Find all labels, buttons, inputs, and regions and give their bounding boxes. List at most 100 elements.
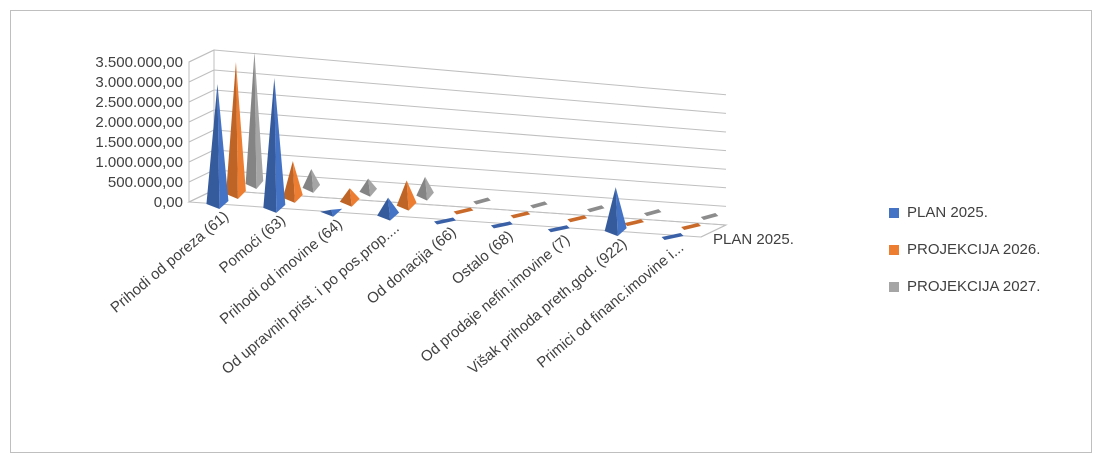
legend-label-projekcija-2026: PROJEKCIJA 2026. (907, 241, 1041, 258)
back-gridline (213, 49, 727, 96)
y-tick-label: 500.000,00 (108, 174, 183, 191)
pyramid-2-6 (586, 205, 605, 213)
depth-axis: PLAN 2025. (700, 224, 794, 248)
pyramid-1-0 (226, 62, 246, 199)
pyramid-face-left (320, 209, 334, 217)
pyramids (206, 52, 719, 241)
y-tick-label: 3.500.000,00 (95, 54, 183, 71)
legend-swatch-projekcija-2027 (889, 281, 899, 292)
side-gridline (188, 149, 215, 163)
pyramid-face-left (226, 62, 238, 199)
zero-marker (567, 215, 588, 223)
pyramid-0-4 (434, 217, 456, 225)
pyramid-face-left (377, 197, 391, 221)
chart-svg: 0,00 500.000,00 1.000.000,00 1.500.000,00 2.… (95, 49, 794, 378)
pyramid-face-right (331, 208, 343, 217)
legend-item-plan-2025: PLAN 2025. (889, 194, 1040, 231)
side-gridline (188, 69, 215, 83)
zero-marker (530, 201, 548, 209)
pyramid-face-left (339, 188, 352, 207)
pyramid-face-left (302, 169, 314, 193)
pyramid-2-4 (473, 197, 491, 205)
y-tick-label: 2.500.000,00 (95, 94, 183, 111)
zero-marker (586, 205, 605, 213)
pyramid-face-left (206, 83, 220, 209)
y-tick-label: 3.000.000,00 (95, 74, 183, 91)
side-gridline (188, 109, 215, 123)
pyramid-1-5 (510, 211, 531, 219)
zero-marker (510, 211, 531, 219)
side-gridline (188, 129, 215, 143)
side-gridline (188, 49, 215, 63)
pyramid-2-2 (359, 178, 378, 197)
legend-swatch-plan-2025 (889, 207, 899, 218)
zero-marker (643, 209, 662, 217)
pyramid-face-left (359, 178, 371, 197)
zero-marker (661, 233, 684, 241)
zero-marker (473, 197, 491, 205)
legend-item-projekcija-2027: PROJEKCIJA 2027. (889, 268, 1040, 305)
pyramid-1-3 (396, 180, 417, 211)
pyramid-face-right (274, 77, 286, 213)
pyramid-2-1 (302, 169, 321, 193)
pyramid-face-right (406, 180, 417, 211)
pyramid-face-right (349, 188, 360, 207)
zero-marker (700, 213, 719, 221)
pyramid-face-left (282, 160, 295, 203)
gridlines (188, 49, 727, 226)
pyramid-2-5 (530, 201, 548, 209)
pyramid-1-6 (567, 215, 588, 223)
zero-marker (434, 217, 456, 225)
y-tick-label: 1.500.000,00 (95, 134, 183, 151)
back-gridline (213, 169, 727, 207)
pyramid-2-7 (643, 209, 662, 217)
pyramid-face-right (368, 178, 378, 197)
pyramid-face-right (425, 176, 434, 201)
side-gridline (188, 89, 215, 103)
back-gridline (213, 129, 727, 170)
back-gridline (213, 109, 727, 152)
legend-item-projekcija-2026: PROJEKCIJA 2026. (889, 231, 1040, 268)
pyramid-1-2 (339, 188, 360, 207)
pyramid-face-right (217, 83, 229, 209)
legend: PLAN 2025. PROJEKCIJA 2026. PROJEKCIJA 2… (889, 194, 1040, 305)
pyramid-face-right (235, 62, 246, 199)
back-gridline (213, 89, 727, 133)
pyramid-face-left (263, 77, 277, 213)
pyramid-0-3 (377, 197, 400, 221)
pyramid-face-left (245, 52, 257, 189)
depth-axis-label: PLAN 2025. (713, 231, 794, 248)
pyramid-1-8 (681, 223, 701, 231)
pyramid-2-0 (245, 52, 264, 189)
x-axis-categories: Prihodi od poreza (61)Pomoći (63)Prihodi… (107, 208, 687, 378)
pyramid-0-6 (547, 225, 570, 233)
pyramid-0-7 (604, 187, 627, 237)
pyramid-face-left (396, 180, 409, 211)
pyramid-face-left (604, 187, 618, 237)
pyramid-1-4 (453, 207, 474, 215)
pyramid-face-left (416, 176, 428, 201)
back-gridline (213, 149, 727, 189)
zero-marker (681, 223, 701, 231)
pyramid-face-right (254, 52, 264, 189)
zero-marker (624, 219, 645, 227)
y-tick-label: 2.000.000,00 (95, 114, 183, 131)
y-tick-label: 1.000.000,00 (95, 154, 183, 171)
pyramid-0-0 (206, 83, 229, 209)
pyramid-1-1 (282, 160, 303, 203)
pyramid-face-right (311, 169, 321, 193)
zero-marker (547, 225, 570, 233)
chart-area: 0,00 500.000,00 1.000.000,00 1.500.000,00 2.… (10, 10, 1092, 453)
pyramid-0-8 (661, 233, 684, 241)
pyramid-0-2 (320, 208, 343, 217)
y-axis-ticks: 0,00 500.000,00 1.000.000,00 1.500.000,00 2.… (95, 54, 183, 211)
pyramid-0-1 (263, 77, 286, 213)
back-gridline (213, 69, 727, 114)
pyramid-1-7 (624, 219, 645, 227)
y-tick-label: 0,00 (154, 194, 183, 211)
pyramid-2-8 (700, 213, 719, 221)
pyramid-face-right (615, 187, 627, 237)
pyramid-0-5 (490, 221, 513, 229)
legend-label-plan-2025: PLAN 2025. (907, 204, 988, 221)
zero-marker (490, 221, 513, 229)
